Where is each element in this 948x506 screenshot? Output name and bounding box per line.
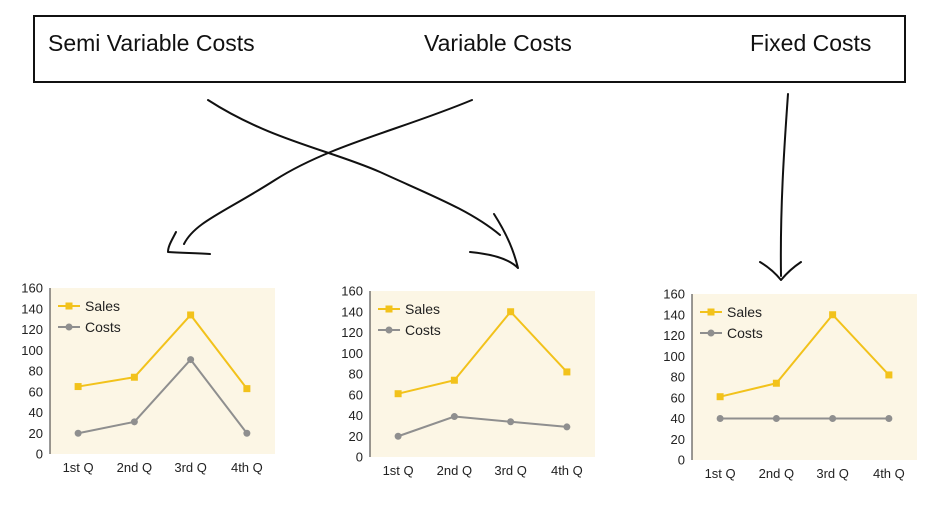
sales-point: [563, 368, 571, 376]
x-tick-label: 1st Q: [63, 460, 94, 475]
legend-label-sales: Sales: [405, 301, 440, 317]
sales-point: [772, 379, 780, 387]
x-tick-label: 2nd Q: [117, 460, 152, 475]
legend-swatch-marker: [707, 329, 715, 337]
sales-point: [885, 371, 893, 379]
y-tick-label: 60: [29, 384, 43, 399]
legend-swatch-marker: [65, 323, 73, 331]
plot-background: [370, 291, 595, 457]
costs-point: [187, 356, 195, 364]
arrowhead-variable-chart: [469, 213, 519, 269]
y-tick-label: 40: [671, 411, 685, 426]
y-tick-label: 20: [671, 432, 685, 447]
legend-label-costs: Costs: [727, 325, 763, 341]
x-tick-label: 3rd Q: [174, 460, 207, 475]
costs-point: [507, 418, 515, 426]
sales-point: [74, 383, 82, 391]
y-tick-label: 120: [21, 322, 43, 337]
legend-label-costs: Costs: [405, 322, 441, 338]
x-tick-label: 4th Q: [551, 463, 583, 478]
y-tick-label: 0: [36, 447, 43, 462]
x-tick-label: 4th Q: [873, 466, 905, 481]
costs-point: [716, 415, 724, 422]
x-tick-label: 2nd Q: [437, 463, 472, 478]
series-line-costs: [397, 415, 567, 438]
y-tick-label: 140: [341, 304, 363, 319]
costs-point: [772, 415, 780, 422]
y-tick-label: 160: [341, 284, 363, 299]
sales-point: [450, 376, 458, 384]
series-line-sales: [719, 313, 890, 398]
arrow-semi-to-variable-chart: [207, 99, 501, 236]
legend-swatch-marker: [385, 305, 393, 313]
sales-point: [829, 311, 837, 319]
y-tick-label: 80: [349, 367, 363, 382]
y-tick-label: 160: [663, 287, 685, 302]
semi-variable-costs-label: Semi Variable Costs: [48, 30, 255, 56]
costs-point: [243, 429, 251, 437]
series-line-costs: [77, 358, 248, 435]
costs-point: [130, 418, 138, 426]
legend-swatch-marker: [385, 326, 393, 334]
costs-point: [885, 415, 893, 422]
y-tick-label: 0: [356, 450, 363, 465]
y-tick-label: 60: [349, 387, 363, 402]
legend-label-sales: Sales: [727, 304, 762, 320]
x-tick-label: 1st Q: [383, 463, 414, 478]
y-tick-label: 100: [21, 343, 43, 358]
variable-costs-chart: 0 20 40 60 80 100 120 140 160 1st Q 2nd Q 3rd Q 4th …: [328, 283, 608, 493]
y-tick-label: 0: [678, 453, 685, 468]
x-tick-label: 3rd Q: [494, 463, 527, 478]
y-tick-label: 100: [341, 346, 363, 361]
y-tick-label: 20: [349, 429, 363, 444]
y-tick-label: 40: [29, 405, 43, 420]
legend-swatch-marker: [65, 302, 73, 310]
cost-type-header-box: [33, 15, 906, 83]
arrow-fixed: [779, 93, 789, 277]
series-line-sales: [397, 310, 568, 395]
sales-point: [394, 390, 402, 398]
y-tick-label: 80: [29, 364, 43, 379]
y-tick-label: 160: [21, 281, 43, 296]
sales-point: [187, 311, 195, 319]
costs-point: [74, 429, 82, 437]
legend-label-costs: Costs: [85, 319, 121, 335]
arrowhead-fixed-chart: [759, 261, 802, 281]
plot-background: [692, 294, 917, 460]
y-tick-label: 140: [663, 307, 685, 322]
plot-background: [50, 288, 275, 454]
y-tick-label: 120: [341, 325, 363, 340]
sales-point: [130, 373, 138, 381]
semi-variable-costs-chart: 0 20 40 60 80 100 120 140 160 1st Q 2nd Q 3rd Q 4th …: [8, 280, 288, 490]
x-tick-label: 4th Q: [231, 460, 263, 475]
variable-costs-label: Variable Costs: [424, 30, 572, 56]
series-line-sales: [77, 313, 248, 390]
y-tick-label: 140: [21, 301, 43, 316]
arrowhead-semi-chart: [167, 231, 211, 255]
x-tick-label: 3rd Q: [816, 466, 849, 481]
sales-point: [243, 385, 251, 393]
legend-label-sales: Sales: [85, 298, 120, 314]
x-tick-label: 1st Q: [705, 466, 736, 481]
y-tick-label: 40: [349, 408, 363, 423]
arrow-variable-to-semi-chart: [183, 99, 473, 245]
costs-point: [450, 413, 458, 421]
costs-point: [829, 415, 837, 422]
costs-point: [394, 432, 402, 440]
sales-point: [716, 393, 724, 401]
fixed-costs-chart: 0 20 40 60 80 100 120 140 160 1st Q 2nd Q 3rd Q 4th …: [650, 286, 930, 496]
sales-point: [507, 308, 515, 316]
y-tick-label: 80: [671, 370, 685, 385]
legend-swatch-marker: [707, 308, 715, 316]
y-tick-label: 20: [29, 426, 43, 441]
y-tick-label: 120: [663, 328, 685, 343]
y-tick-label: 100: [663, 349, 685, 364]
fixed-costs-label: Fixed Costs: [750, 30, 872, 56]
x-tick-label: 2nd Q: [759, 466, 794, 481]
y-tick-label: 60: [671, 390, 685, 405]
costs-point: [563, 423, 571, 431]
